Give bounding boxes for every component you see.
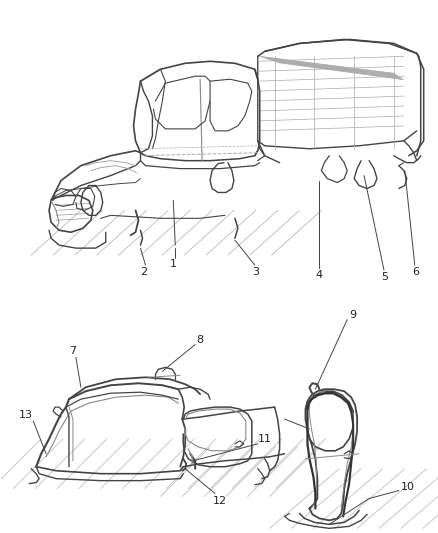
- Text: 2: 2: [140, 267, 147, 277]
- Text: 6: 6: [411, 267, 418, 277]
- Text: 7: 7: [69, 346, 76, 357]
- Text: 11: 11: [257, 434, 271, 444]
- Text: 12: 12: [212, 496, 226, 505]
- Text: 10: 10: [400, 482, 414, 491]
- Text: 13: 13: [19, 410, 33, 420]
- Text: 9: 9: [348, 310, 356, 320]
- Text: 8: 8: [196, 335, 203, 344]
- Text: 3: 3: [251, 267, 258, 277]
- Text: 1: 1: [170, 259, 177, 269]
- Text: 5: 5: [380, 272, 387, 282]
- Text: 4: 4: [314, 270, 322, 280]
